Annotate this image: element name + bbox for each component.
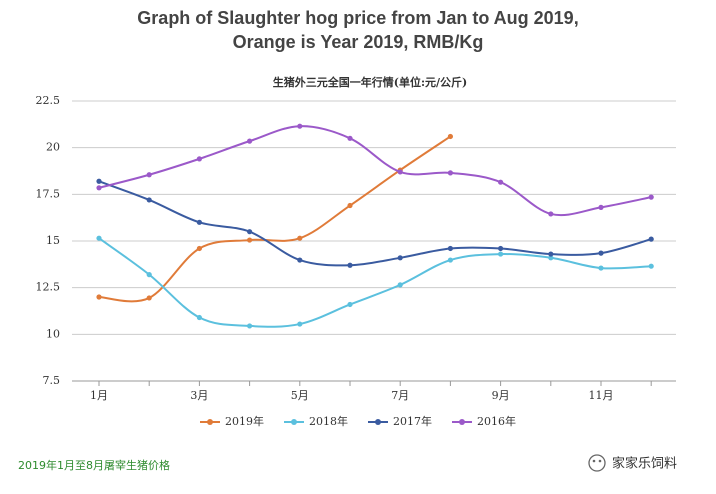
data-point xyxy=(548,251,554,257)
footer-caption: 2019年1月至8月屠宰生猪价格 xyxy=(18,458,170,472)
legend-dot xyxy=(207,419,213,425)
data-point xyxy=(347,301,353,308)
y-tick-label: 7.5 xyxy=(43,374,61,387)
legend-label: 2017年 xyxy=(393,414,432,428)
data-point xyxy=(598,250,604,256)
data-point xyxy=(498,245,504,252)
data-point xyxy=(598,204,604,210)
y-tick-label: 20 xyxy=(46,141,60,154)
data-point xyxy=(96,235,102,241)
legend-dot xyxy=(291,419,297,425)
data-point xyxy=(196,245,202,252)
data-point xyxy=(96,178,102,184)
y-tick-label: 15 xyxy=(46,234,60,247)
data-point xyxy=(146,172,152,178)
data-point xyxy=(447,170,453,176)
data-point xyxy=(648,263,654,269)
legend-label: 2019年 xyxy=(225,414,264,428)
x-tick-label: 9月 xyxy=(492,389,510,402)
chart-subtitle: 生猪外三元全国一年行情(单位:元/公斤) xyxy=(273,75,468,89)
data-point xyxy=(648,236,654,242)
data-point xyxy=(397,282,403,288)
series-line xyxy=(98,125,652,217)
data-point xyxy=(347,135,353,141)
data-point xyxy=(247,138,253,144)
x-tick-label: 5月 xyxy=(291,389,309,402)
x-tick-label: 3月 xyxy=(190,389,208,402)
data-point xyxy=(297,321,303,327)
data-point xyxy=(196,156,202,162)
data-point xyxy=(447,133,453,140)
data-point xyxy=(347,202,353,209)
brand-icon xyxy=(588,454,606,472)
y-tick-label: 10 xyxy=(46,327,60,340)
series-line xyxy=(98,237,652,328)
data-point xyxy=(146,197,152,203)
data-point xyxy=(447,245,453,252)
legend-label: 2018年 xyxy=(309,414,348,428)
y-tick-label: 22.5 xyxy=(36,94,61,107)
data-point xyxy=(96,294,102,300)
x-tick-label: 11月 xyxy=(589,389,614,402)
data-point xyxy=(347,262,353,268)
data-point xyxy=(498,179,504,185)
x-tick-label: 1月 xyxy=(90,389,108,402)
data-point xyxy=(247,237,253,243)
chart-title: Graph of Slaughter hog price from Jan to… xyxy=(137,8,578,28)
data-point xyxy=(548,211,554,217)
data-point xyxy=(648,194,654,200)
data-point xyxy=(548,255,554,261)
series-line xyxy=(98,180,652,267)
data-point xyxy=(196,219,202,225)
data-point xyxy=(297,235,303,241)
legend-dot xyxy=(459,419,465,425)
data-point xyxy=(447,257,453,263)
x-tick-label: 7月 xyxy=(391,389,409,402)
data-point xyxy=(247,229,253,235)
data-point xyxy=(598,265,604,271)
data-point xyxy=(96,185,102,191)
legend-label: 2016年 xyxy=(477,414,516,428)
data-point xyxy=(498,251,504,257)
data-point xyxy=(146,272,152,278)
data-point xyxy=(196,314,202,321)
data-point xyxy=(397,169,403,175)
data-point xyxy=(297,257,303,263)
brand-icon-dot xyxy=(598,459,602,463)
data-point xyxy=(397,255,403,261)
data-point xyxy=(146,295,152,301)
legend-dot xyxy=(375,419,381,425)
series-line xyxy=(98,135,451,303)
brand-icon-dot xyxy=(592,459,596,463)
data-point xyxy=(247,323,253,329)
y-tick-label: 17.5 xyxy=(36,187,61,200)
data-point xyxy=(297,123,303,129)
chart-title-line2: Orange is Year 2019, RMB/Kg xyxy=(233,32,484,52)
footer-brand: 家家乐饲料 xyxy=(612,456,677,472)
y-tick-label: 12.5 xyxy=(36,281,61,294)
